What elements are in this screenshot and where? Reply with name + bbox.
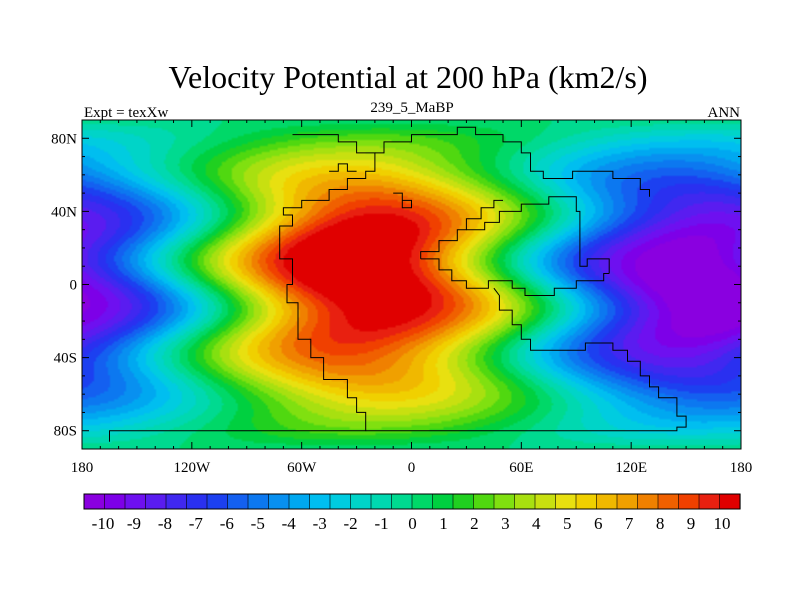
coastline-segment: [109, 134, 376, 442]
contour-field: [82, 120, 741, 449]
colorbar-swatch: [411, 493, 434, 510]
colorbar-swatch: [698, 493, 721, 510]
colorbar-swatch: [104, 493, 126, 510]
colorbar-label: 8: [656, 514, 665, 533]
subtitle-center: 239_5_MaBP: [370, 100, 453, 116]
colorbar-swatch: [227, 493, 249, 510]
colorbar-label: 6: [594, 514, 603, 533]
subtitle-left: Expt = texXw: [84, 105, 168, 121]
colorbar: -10 -9 -8 -7 -6 -5 -4 -3 -2 -1 0 1 2 3 4 5 6 7 8 9 10: [83, 493, 741, 533]
colorbar-swatch: [391, 493, 413, 510]
colorbar-frame: [83, 493, 741, 510]
colorbar-swatch: [678, 493, 700, 510]
colorbar-swatch: [534, 493, 557, 510]
colorbar-label: 4: [532, 514, 541, 533]
colorbar-swatch: [247, 493, 270, 510]
chart-title: Velocity Potential at 200 hPa (km2/s): [168, 59, 647, 95]
colorbar-swatch: [514, 493, 536, 510]
colorbar-swatch: [493, 493, 516, 510]
colorbar-swatch: [719, 493, 741, 510]
y-tick-label: 40N: [51, 204, 77, 220]
colorbar-swatch: [83, 493, 106, 510]
coastline-segment: [466, 196, 610, 274]
coastlines: [109, 126, 687, 442]
colorbar-label: 3: [501, 514, 510, 533]
colorbar-swatch: [309, 493, 331, 510]
coastline-segment: [420, 258, 610, 296]
x-tick-label: 60E: [509, 460, 533, 476]
colorbar-swatch: [657, 493, 680, 510]
colorbar-swatch: [350, 493, 372, 510]
colorbar-label: -10: [92, 514, 115, 533]
coastline-segment: [393, 192, 412, 209]
colorbar-label: -7: [189, 514, 204, 533]
x-tick-label: 180: [730, 460, 753, 476]
colorbar-swatch: [288, 493, 311, 510]
colorbar-swatch: [124, 493, 147, 510]
colorbar-swatch: [186, 493, 208, 510]
colorbar-label: 5: [563, 514, 572, 533]
coastline-segment: [365, 287, 687, 432]
y-tick-label: 40S: [54, 351, 77, 367]
colorbar-label: -2: [344, 514, 358, 533]
coastline-segment: [329, 163, 357, 172]
x-tick-label: 180: [71, 460, 94, 476]
colorbar-label: 10: [714, 514, 731, 533]
colorbar-label: -3: [313, 514, 327, 533]
colorbar-swatch: [637, 493, 659, 510]
colorbar-swatch: [555, 493, 577, 510]
y-tick-label: 0: [70, 278, 78, 294]
colorbar-swatch: [616, 493, 639, 510]
colorbar-swatch: [473, 493, 495, 510]
colorbar-swatch: [370, 493, 393, 510]
colorbar-swatch: [206, 493, 229, 510]
colorbar-label: 1: [439, 514, 448, 533]
colorbar-swatch: [452, 493, 475, 510]
x-tick-label: 120E: [615, 460, 647, 476]
colorbar-swatch: [268, 493, 290, 510]
colorbar-label: 9: [687, 514, 696, 533]
colorbar-swatch: [575, 493, 598, 510]
colorbar-swatch: [165, 493, 188, 510]
x-tick-label: 0: [408, 460, 416, 476]
x-tick-label: 120W: [173, 460, 211, 476]
colorbar-label: 2: [470, 514, 479, 533]
y-tick-label: 80S: [54, 424, 77, 440]
coastline-segment: [374, 126, 650, 197]
x-tick-label: 60W: [287, 460, 317, 476]
colorbar-label: -1: [374, 514, 388, 533]
y-tick-label: 80N: [51, 131, 77, 147]
colorbar-label: 7: [625, 514, 634, 533]
colorbar-swatch: [432, 493, 454, 510]
colorbar-swatch: [145, 493, 167, 510]
x-axis: 180 120W 60W 0 60E 120E 180: [71, 120, 753, 476]
colorbar-label: 0: [408, 514, 417, 533]
colorbar-label: -9: [127, 514, 141, 533]
colorbar-label: -5: [251, 514, 265, 533]
colorbar-label: -6: [220, 514, 234, 533]
y-axis: 80N 40N 0 40S 80S: [51, 131, 741, 440]
colorbar-label: -4: [282, 514, 297, 533]
colorbar-label: -8: [158, 514, 172, 533]
subtitle-right: ANN: [708, 105, 741, 121]
plot-area: 180 120W 60W 0 60E 120E 180 80N 40N 0 40S 80S: [51, 119, 753, 476]
colorbar-swatch: [596, 493, 618, 510]
colorbar-swatch: [329, 493, 352, 510]
